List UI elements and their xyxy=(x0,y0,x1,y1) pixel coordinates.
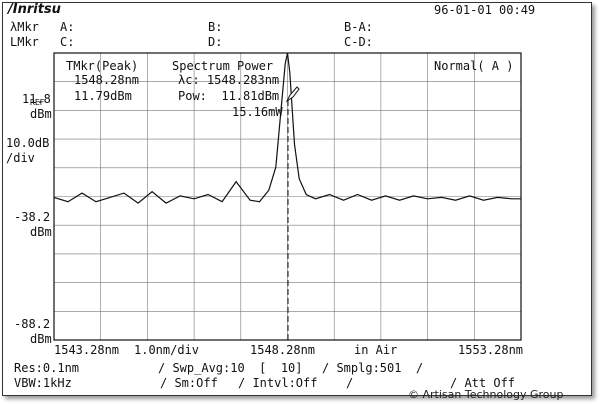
marker-d: D: xyxy=(208,35,223,49)
power-dbm: Pow: 11.81dBm xyxy=(178,89,280,103)
ref-level-unit: dBm xyxy=(30,107,52,121)
marker-b-minus-a: B-A: xyxy=(344,20,373,34)
scale-value: 10.0dB xyxy=(6,136,50,150)
ref-tag: REF xyxy=(30,98,45,107)
mid-level-unit: dBm xyxy=(30,225,52,239)
sampling-points: / Smplg:501 / xyxy=(322,361,424,375)
bottom-level-unit: dBm xyxy=(30,332,52,346)
brand-logo: /Inritsu xyxy=(8,2,61,17)
power-mw: 15.16mW xyxy=(232,105,283,119)
tmkr-level: 11.79dBm xyxy=(74,89,132,103)
level-marker-label: LMkr xyxy=(10,35,39,49)
marker-c-minus-d: C-D: xyxy=(344,35,373,49)
x-medium: in Air xyxy=(354,343,398,357)
spectrum-trace xyxy=(53,52,521,204)
center-wavelength: λc: 1548.283nm xyxy=(178,73,280,87)
attenuator: / Att Off xyxy=(450,376,516,390)
marker-b: B: xyxy=(208,20,223,34)
interval: / Intvl:Off xyxy=(238,376,318,390)
x-start: 1543.28nm xyxy=(54,343,120,357)
watermark-text: © Artisan Technology Group xyxy=(408,388,564,401)
resolution: Res:0.1nm xyxy=(14,361,80,375)
tmkr-wavelength: 1548.28nm xyxy=(74,73,140,87)
tmkr-title: TMkr(Peak) xyxy=(66,59,139,73)
marker-c: C: xyxy=(60,35,75,49)
smoothing: / Sm:Off xyxy=(160,376,218,390)
display-mode: Normal( A ) xyxy=(434,59,514,73)
status-separator: / xyxy=(346,376,354,390)
analyzer-screen xyxy=(2,2,592,396)
ref-level-value: 11.8 xyxy=(22,92,51,106)
x-center: 1548.28nm xyxy=(250,343,316,357)
spectrum-power-title: Spectrum Power xyxy=(172,59,274,73)
x-span-per-div: 1.0nm/div xyxy=(134,343,200,357)
delta-marker-label: λMkr xyxy=(10,20,39,34)
x-stop: 1553.28nm xyxy=(458,343,524,357)
sweep-average: / Swp_Avg:10 [ 10] xyxy=(158,361,303,375)
bottom-level-value: -88.2 xyxy=(14,317,51,331)
scale-unit: /div xyxy=(6,151,35,165)
mid-level-value: -38.2 xyxy=(14,210,51,224)
date-time: 96-01-01 00:49 xyxy=(434,3,536,17)
video-bandwidth: VBW:1kHz xyxy=(14,376,72,390)
peak-marker-icon xyxy=(285,86,300,103)
marker-a: A: xyxy=(60,20,75,34)
